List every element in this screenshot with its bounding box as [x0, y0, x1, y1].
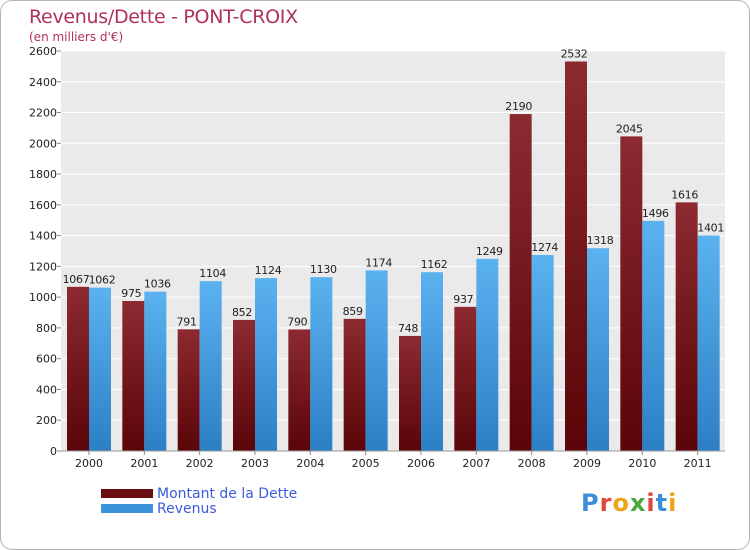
- x-tick-label: 2005: [352, 457, 380, 470]
- data-label-revenue: 1249: [476, 245, 503, 258]
- chart-subtitle: (en milliers d'€): [29, 30, 124, 44]
- bar-revenue: [421, 272, 443, 451]
- data-label-debt: 791: [177, 315, 197, 328]
- bar-revenue: [365, 270, 388, 451]
- legend-item-debt: Montant de la Dette: [101, 485, 298, 502]
- bar-debt: [620, 136, 643, 451]
- x-tick-label: 2011: [684, 457, 712, 470]
- x-axis-ticks: 2000 2001 2002 2003 2004 2005 2006 2007 2008 2009…: [75, 451, 712, 470]
- y-tick-label: 1400: [29, 230, 57, 243]
- y-tick-label: 800: [36, 322, 57, 335]
- data-label-debt: 790: [287, 315, 307, 328]
- legend-item-revenue: Revenus: [101, 500, 297, 517]
- bar-revenue: [697, 235, 720, 451]
- data-label-debt: 852: [232, 306, 252, 319]
- bar-revenue: [642, 220, 665, 451]
- data-label-debt: 859: [343, 305, 363, 318]
- legend-label-revenue: Revenus: [157, 500, 217, 517]
- bar-debt: [454, 306, 477, 451]
- data-label-debt: 975: [121, 287, 141, 300]
- bar-debt: [675, 202, 698, 451]
- bar-revenue: [89, 287, 111, 451]
- data-label-revenue: 1496: [642, 207, 669, 220]
- y-axis-ticks: 0 200 400 600 800 1000 1200 1400 1600 1800 2000 220…: [29, 45, 61, 458]
- data-label-revenue: 1162: [421, 258, 448, 271]
- bar-revenue: [144, 291, 167, 451]
- bar-debt: [565, 61, 587, 451]
- bar-revenue: [310, 277, 333, 451]
- y-tick-label: 1800: [29, 168, 57, 181]
- legend-swatch-revenue: [101, 504, 153, 513]
- data-label-revenue: 1174: [365, 256, 392, 269]
- y-tick-label: 600: [36, 353, 57, 366]
- logo-letter: t: [655, 489, 669, 517]
- legend-label-debt: Montant de la Dette: [157, 485, 298, 502]
- y-tick-label: 1000: [29, 291, 57, 304]
- bar-debt: [177, 329, 200, 451]
- bar-revenue: [476, 258, 499, 451]
- y-tick-label: 2400: [29, 76, 57, 89]
- x-tick-label: 2003: [241, 457, 269, 470]
- bar-debt: [343, 318, 366, 451]
- data-label-debt: 748: [398, 322, 418, 335]
- x-tick-label: 2009: [573, 457, 601, 470]
- proxiti-logo: Proxiti: [581, 489, 677, 517]
- x-tick-label: 2008: [518, 457, 546, 470]
- data-label-debt: 2190: [505, 100, 532, 113]
- y-tick-label: 200: [36, 414, 57, 427]
- y-tick-label: 1200: [29, 260, 57, 273]
- logo-letter: o: [612, 489, 630, 517]
- data-label-revenue: 1104: [199, 267, 226, 280]
- logo-letter: x: [629, 489, 647, 517]
- chart-title: Revenus/Dette - PONT-CROIX: [29, 6, 298, 28]
- bar-debt: [233, 319, 255, 451]
- legend-swatch-debt: [101, 489, 153, 498]
- y-tick-label: 2600: [29, 45, 57, 58]
- logo-letter: i: [646, 489, 656, 517]
- data-label-revenue: 1130: [310, 263, 337, 276]
- x-tick-label: 2001: [130, 457, 158, 470]
- data-label-debt: 1067: [63, 273, 90, 286]
- x-tick-label: 2002: [186, 457, 214, 470]
- plot-area: [61, 51, 725, 451]
- data-label-revenue: 1274: [531, 241, 558, 254]
- bar-revenue: [587, 248, 609, 451]
- x-tick-label: 2004: [296, 457, 324, 470]
- bar-revenue: [199, 281, 222, 451]
- logo-letter: i: [668, 489, 678, 517]
- bar-debt: [509, 114, 532, 452]
- bar-revenue: [531, 255, 554, 451]
- data-label-revenue: 1318: [587, 234, 614, 247]
- legend: Montant de la Dette Revenus: [101, 485, 298, 517]
- data-label-debt: 2045: [616, 122, 643, 135]
- data-label-revenue: 1124: [255, 264, 282, 277]
- bar-debt: [122, 301, 145, 451]
- y-tick-label: 0: [50, 445, 57, 458]
- x-tick-label: 2010: [628, 457, 656, 470]
- data-label-debt: 1616: [671, 188, 698, 201]
- data-label-revenue: 1062: [89, 274, 116, 287]
- data-label-revenue: 1036: [144, 278, 171, 291]
- bar-debt: [399, 335, 421, 451]
- x-tick-label: 2007: [462, 457, 490, 470]
- y-tick-label: 1600: [29, 199, 57, 212]
- x-tick-label: 2000: [75, 457, 103, 470]
- data-label-debt: 937: [453, 293, 473, 306]
- y-tick-label: 2000: [29, 137, 57, 150]
- bar-debt: [67, 286, 89, 451]
- data-label-debt: 2532: [561, 47, 588, 60]
- data-label-revenue: 1401: [697, 221, 724, 234]
- grid-lines: [61, 50, 725, 452]
- bar-debt: [288, 329, 311, 451]
- bar-revenue: [255, 278, 277, 451]
- logo-letter: P: [581, 489, 600, 517]
- bars: [67, 61, 720, 452]
- y-tick-label: 400: [36, 383, 57, 396]
- logo-letter: r: [599, 489, 613, 517]
- x-tick-label: 2006: [407, 457, 435, 470]
- y-tick-label: 2200: [29, 107, 57, 120]
